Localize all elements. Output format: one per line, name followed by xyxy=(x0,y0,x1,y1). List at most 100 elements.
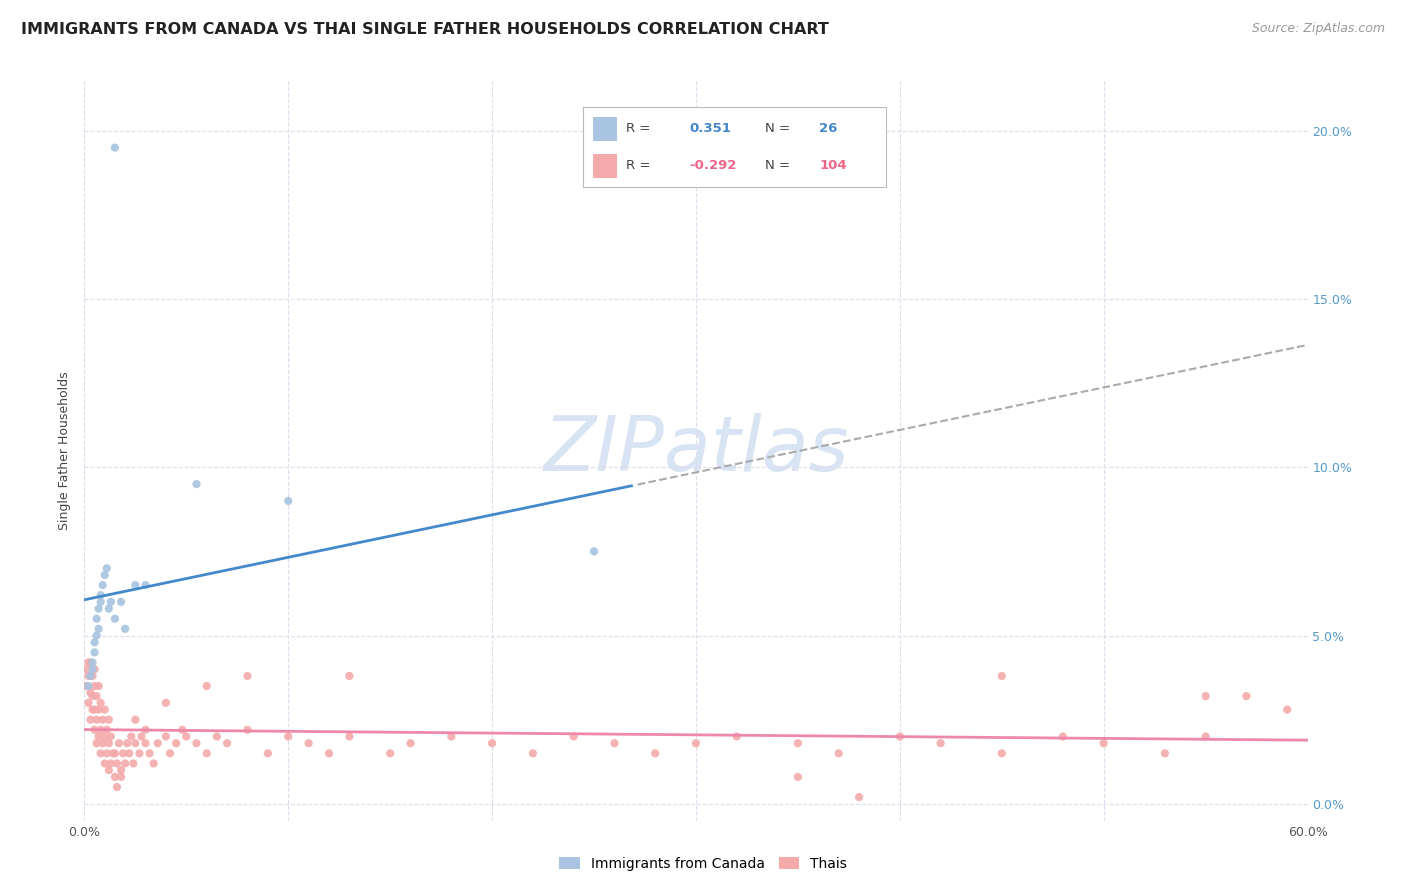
Point xyxy=(138,747,160,761)
Point xyxy=(90,723,112,737)
Point xyxy=(1236,689,1258,703)
Point xyxy=(97,601,120,615)
Point xyxy=(82,662,104,676)
Point xyxy=(96,723,118,737)
Text: R =: R = xyxy=(626,159,650,172)
Text: 26: 26 xyxy=(820,122,838,136)
Point xyxy=(174,730,197,744)
Point xyxy=(1154,747,1177,761)
Point xyxy=(1052,730,1074,744)
Point xyxy=(481,736,503,750)
Point xyxy=(195,679,218,693)
Point xyxy=(77,696,100,710)
Legend: Immigrants from Canada, Thais: Immigrants from Canada, Thais xyxy=(553,851,853,876)
Point xyxy=(991,669,1014,683)
Text: 104: 104 xyxy=(820,159,846,172)
Text: -0.292: -0.292 xyxy=(689,159,737,172)
Point xyxy=(236,723,259,737)
Point xyxy=(135,578,157,592)
Point xyxy=(104,747,127,761)
Point xyxy=(298,736,321,750)
Point xyxy=(86,736,108,750)
Point xyxy=(100,730,122,744)
Point xyxy=(257,747,280,761)
Point xyxy=(929,736,952,750)
Point xyxy=(339,730,361,744)
Point xyxy=(87,601,110,615)
Point xyxy=(644,747,666,761)
Text: 0.351: 0.351 xyxy=(689,122,731,136)
Point xyxy=(118,747,141,761)
Text: ZIPatlas: ZIPatlas xyxy=(543,414,849,487)
Point xyxy=(91,736,114,750)
Point xyxy=(97,713,120,727)
Point xyxy=(583,544,606,558)
Point xyxy=(828,747,851,761)
Point xyxy=(165,736,187,750)
Point xyxy=(79,669,101,683)
Point xyxy=(1277,703,1299,717)
Point xyxy=(104,140,127,154)
Point xyxy=(96,561,118,575)
Point xyxy=(90,595,112,609)
Point xyxy=(339,669,361,683)
Point xyxy=(112,747,135,761)
Point xyxy=(75,662,97,676)
Point xyxy=(110,595,132,609)
Point xyxy=(83,703,105,717)
Bar xyxy=(592,153,617,178)
Point xyxy=(77,656,100,670)
Point xyxy=(131,730,153,744)
Bar xyxy=(592,117,617,141)
Point xyxy=(87,730,110,744)
Point xyxy=(236,669,259,683)
Point xyxy=(96,747,118,761)
Point xyxy=(79,686,101,700)
Point xyxy=(380,747,402,761)
Point xyxy=(83,662,105,676)
Point xyxy=(91,713,114,727)
Point xyxy=(77,669,100,683)
Point xyxy=(83,679,105,693)
Point xyxy=(1092,736,1115,750)
Point xyxy=(217,736,239,750)
Point xyxy=(277,494,299,508)
Point xyxy=(186,477,208,491)
Point xyxy=(848,790,870,805)
Point xyxy=(787,770,810,784)
Point xyxy=(562,730,585,744)
Point xyxy=(135,736,157,750)
Point xyxy=(128,747,150,761)
Point xyxy=(1195,730,1218,744)
Point xyxy=(90,747,112,761)
Point xyxy=(93,756,115,771)
Point xyxy=(124,578,146,592)
Point xyxy=(110,763,132,777)
Point xyxy=(205,730,228,744)
Point xyxy=(79,669,101,683)
Point xyxy=(87,703,110,717)
Point xyxy=(114,622,136,636)
Point xyxy=(108,736,131,750)
Point xyxy=(90,696,112,710)
Point xyxy=(97,736,120,750)
Point xyxy=(787,736,810,750)
Point xyxy=(122,756,145,771)
Point xyxy=(318,747,340,761)
Point xyxy=(100,595,122,609)
Point xyxy=(159,747,181,761)
Point xyxy=(101,747,124,761)
Point xyxy=(114,756,136,771)
Point xyxy=(77,679,100,693)
Point xyxy=(97,763,120,777)
Point xyxy=(104,612,127,626)
Point xyxy=(86,612,108,626)
Point xyxy=(82,689,104,703)
Point xyxy=(991,747,1014,761)
Point xyxy=(135,723,157,737)
Point xyxy=(83,635,105,649)
Point xyxy=(86,689,108,703)
Point xyxy=(172,723,194,737)
Text: Source: ZipAtlas.com: Source: ZipAtlas.com xyxy=(1251,22,1385,36)
Point xyxy=(93,703,115,717)
